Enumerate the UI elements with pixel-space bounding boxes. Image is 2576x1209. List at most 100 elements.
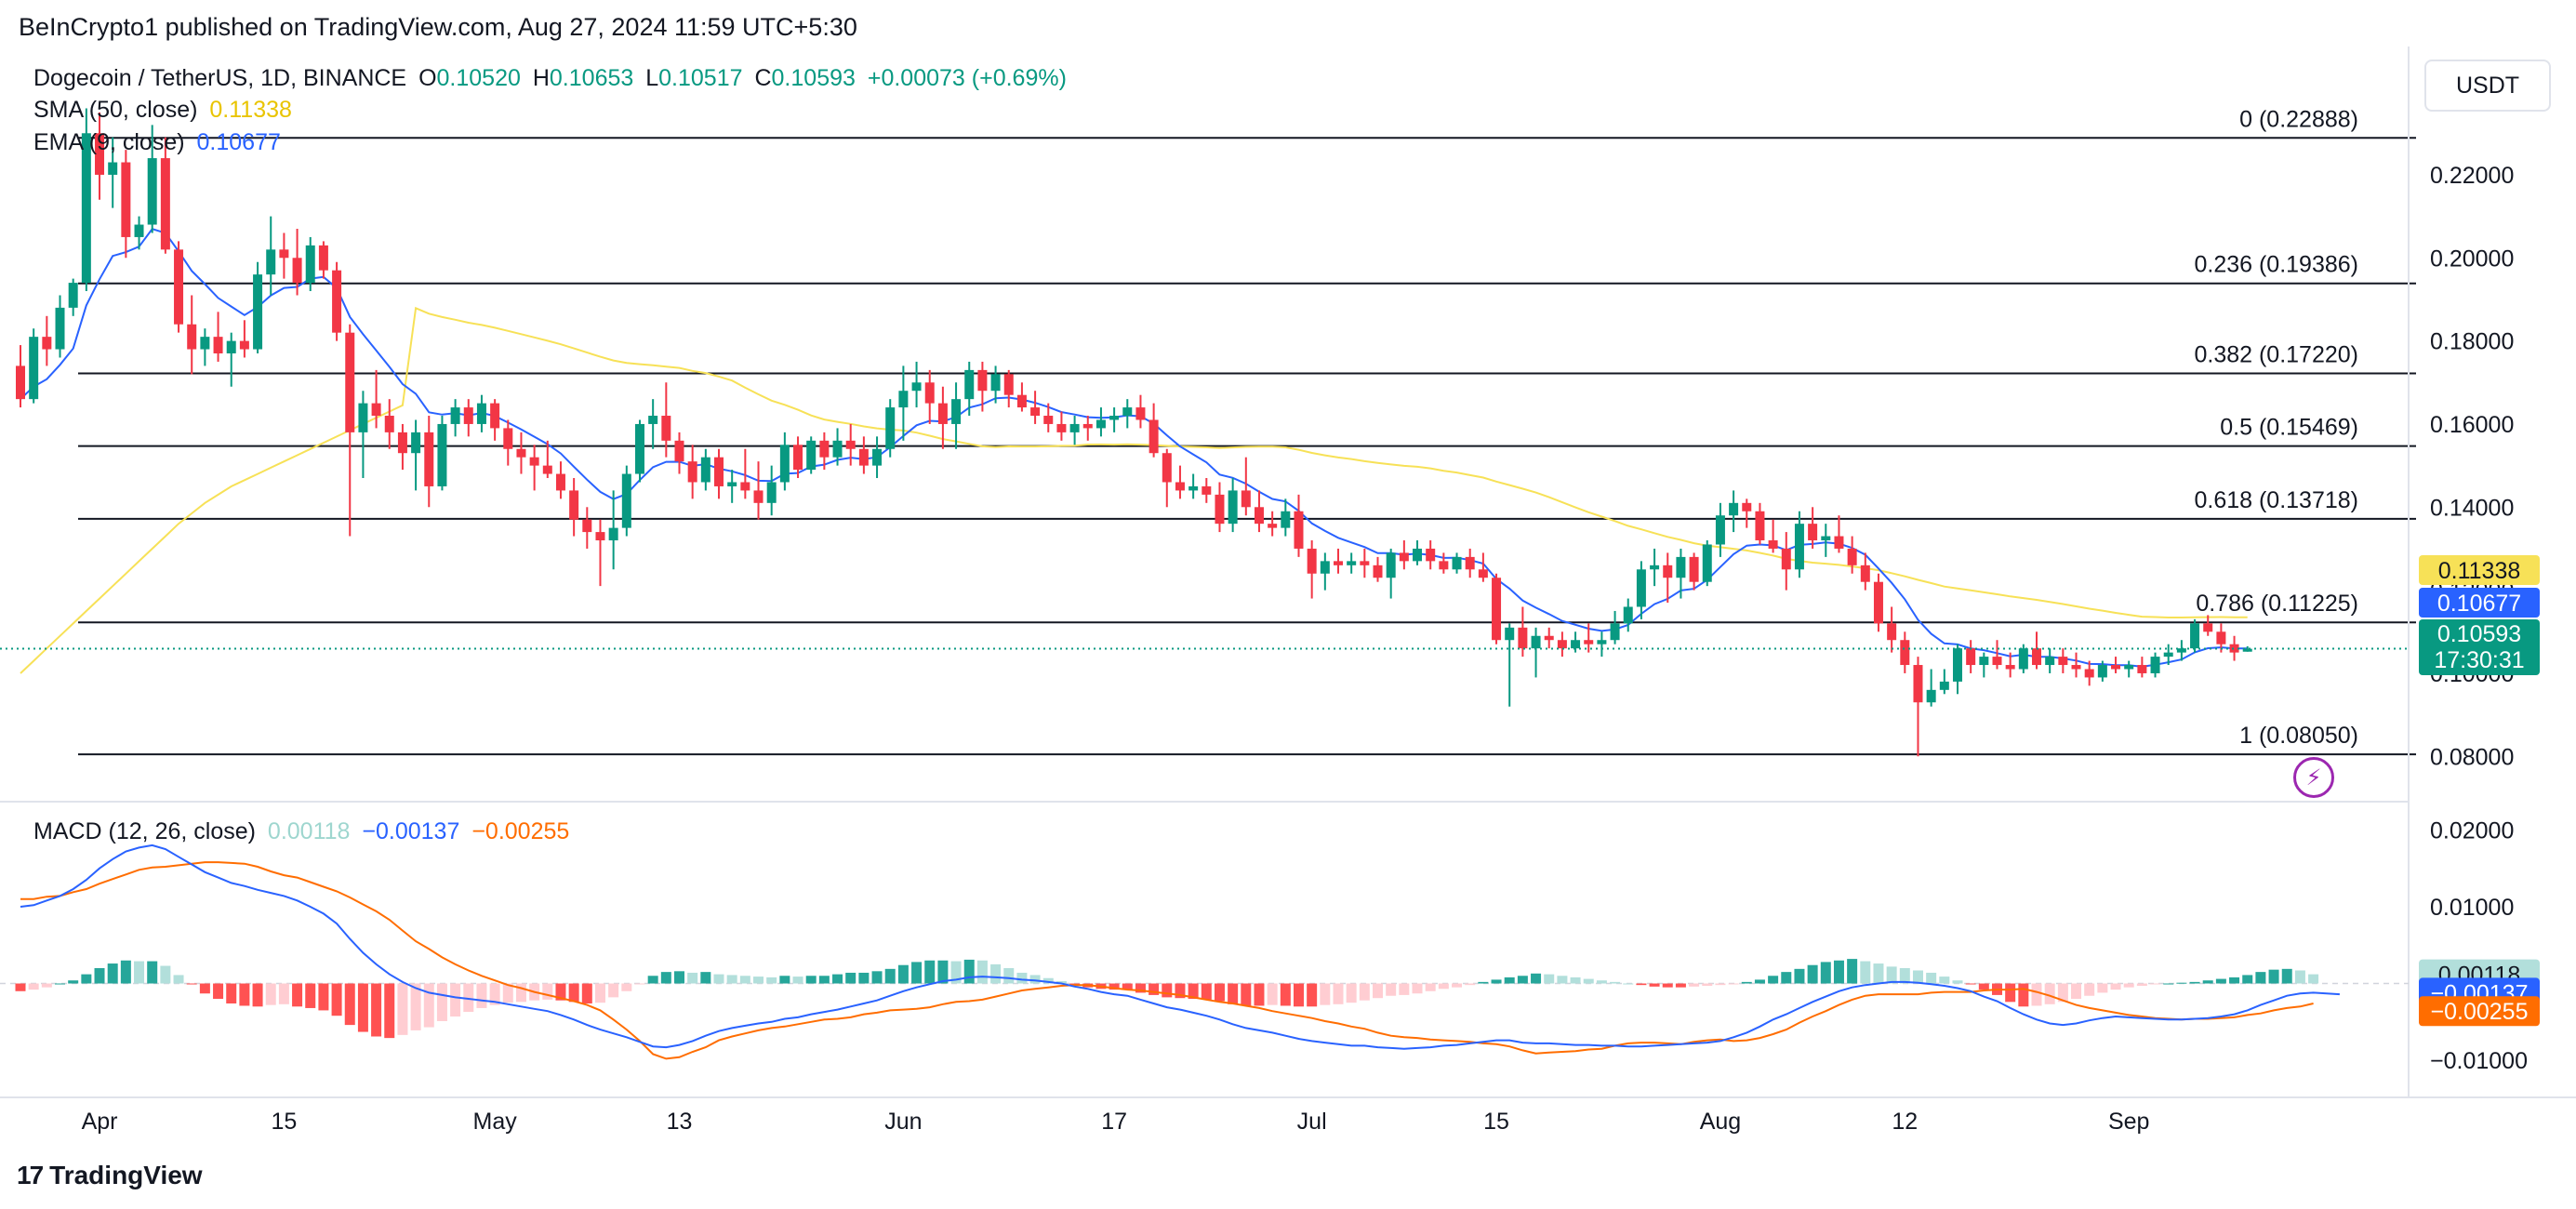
candle-body — [213, 337, 223, 354]
macd-legend[interactable]: MACD (12, 26, close) 0.00118 −0.00137 −0… — [33, 818, 575, 845]
macd-histogram-bar — [1728, 983, 1739, 985]
macd-signal-axis-label: −0.00255 — [2431, 999, 2529, 1025]
candle-body — [1966, 648, 1976, 666]
candle-body — [1755, 511, 1765, 541]
macd-histogram-bar — [713, 974, 724, 984]
candle-body — [1808, 524, 1818, 541]
time-axis[interactable]: Apr 15 May 13 Jun 17 Jul 15 Aug 12 Sep — [0, 1096, 2576, 1135]
fib-level-label: 1 (0.08050) — [2239, 723, 2358, 749]
macd-histogram-bar — [55, 983, 66, 985]
candle-body — [687, 461, 697, 483]
macd-histogram-bar — [897, 964, 909, 984]
candle-body — [1162, 453, 1172, 483]
candle-body — [872, 448, 883, 466]
candle-body — [2242, 648, 2252, 652]
macd-histogram-bar — [2202, 980, 2213, 984]
candle-body — [1557, 640, 1567, 649]
macd-histogram-bar — [2150, 983, 2161, 985]
ema-label: EMA (9, close) — [33, 129, 185, 155]
macd-histogram-bar — [647, 976, 658, 984]
symbol-name: Dogecoin / TetherUS, 1D, BINANCE — [33, 65, 407, 91]
sma-legend[interactable]: SMA (50, close) 0.11338 — [33, 97, 298, 124]
candle-body — [81, 133, 91, 284]
ema-legend[interactable]: EMA (9, close) 0.10677 — [33, 129, 286, 156]
candle-body — [793, 445, 803, 471]
macd-histogram-bar — [2294, 970, 2305, 984]
candle-body — [674, 440, 684, 462]
candle-body — [397, 432, 407, 454]
macd-histogram-bar — [805, 976, 817, 984]
macd-axis[interactable]: 0.020000.01000−0.010000.00118−0.00137−0.… — [2419, 817, 2540, 1074]
candle-body — [1505, 627, 1515, 641]
time-tick-label: Sep — [2108, 1109, 2149, 1135]
macd-histogram-bar — [2176, 982, 2187, 984]
macd-histogram-bar — [1504, 976, 1515, 984]
macd-histogram-bar — [1175, 983, 1186, 999]
macd-histogram-bar — [1373, 983, 1384, 999]
macd-histogram-bar — [2044, 983, 2055, 1004]
macd-histogram-bar — [357, 983, 368, 1032]
macd-histogram-bar — [463, 983, 474, 1013]
candle-body — [1597, 640, 1607, 644]
macd-histogram-bar — [1228, 983, 1239, 1004]
candle-body — [1175, 482, 1185, 491]
candle-body — [1873, 581, 1883, 624]
macd-histogram-bar — [1307, 983, 1318, 1007]
candle-body — [937, 403, 948, 424]
candle-body — [1702, 544, 1712, 582]
candle-body — [1650, 565, 1660, 570]
fib-level-label: 0 (0.22888) — [2239, 106, 2358, 132]
candle-body — [1426, 548, 1436, 562]
macd-histogram-bar — [2018, 983, 2029, 1007]
macd-histogram-bar — [568, 983, 579, 1003]
candle-body — [2111, 665, 2121, 670]
macd-histogram-bar — [634, 983, 645, 985]
fib-level-label: 0.236 (0.19386) — [2194, 252, 2358, 278]
candle-body — [753, 490, 764, 503]
time-tick-label: Aug — [1700, 1109, 1741, 1135]
candle-body — [1003, 374, 1014, 395]
macd-histogram-bar — [2110, 983, 2121, 990]
macd-histogram-bar — [1912, 970, 1923, 984]
macd-histogram-bar — [1149, 983, 1160, 995]
candle-body — [437, 423, 447, 486]
macd-histogram-bar — [1807, 964, 1818, 984]
macd-histogram-bar — [766, 976, 777, 984]
candle-body — [924, 382, 935, 404]
candle-body — [1030, 407, 1041, 417]
macd-histogram-bar — [2071, 983, 2082, 1000]
candle-body — [490, 403, 500, 429]
macd-histogram-bar — [924, 960, 936, 984]
lightning-icon[interactable]: ⚡ — [2293, 757, 2334, 798]
candle-body — [187, 324, 197, 350]
candle-body — [200, 337, 210, 350]
macd-histogram-bar — [1003, 968, 1015, 984]
candle-body — [1584, 640, 1594, 644]
candle-body — [964, 369, 975, 400]
macd-histogram-bar — [1517, 976, 1528, 984]
candle-body — [1926, 689, 1936, 703]
macd-histogram-bar — [1214, 983, 1225, 1002]
candle-body — [1215, 494, 1225, 525]
macd-histogram-bar — [1741, 981, 1752, 984]
candle-body — [2018, 648, 2028, 670]
macd-histogram-bar — [726, 975, 737, 984]
macd-hist-value: 0.00118 — [267, 818, 351, 844]
candle-body — [266, 249, 276, 275]
macd-histogram-bar — [2255, 972, 2266, 984]
candle-body — [1676, 556, 1686, 578]
macd-histogram-bar — [594, 983, 605, 1003]
time-tick-label: 15 — [271, 1109, 297, 1135]
candle-body — [1439, 561, 1449, 570]
currency-unit-button[interactable]: USDT — [2424, 60, 2551, 112]
candle-body — [1992, 657, 2002, 666]
ema-value: 0.10677 — [196, 129, 281, 155]
candle-body — [1847, 548, 1857, 565]
candle-body — [108, 162, 118, 175]
candle-body — [1399, 552, 1409, 562]
sma-value: 0.11338 — [209, 97, 292, 123]
candle-body — [2032, 648, 2042, 666]
tradingview-brand[interactable]: 17 TradingView — [17, 1161, 203, 1190]
macd-histogram-bar — [2189, 981, 2200, 984]
